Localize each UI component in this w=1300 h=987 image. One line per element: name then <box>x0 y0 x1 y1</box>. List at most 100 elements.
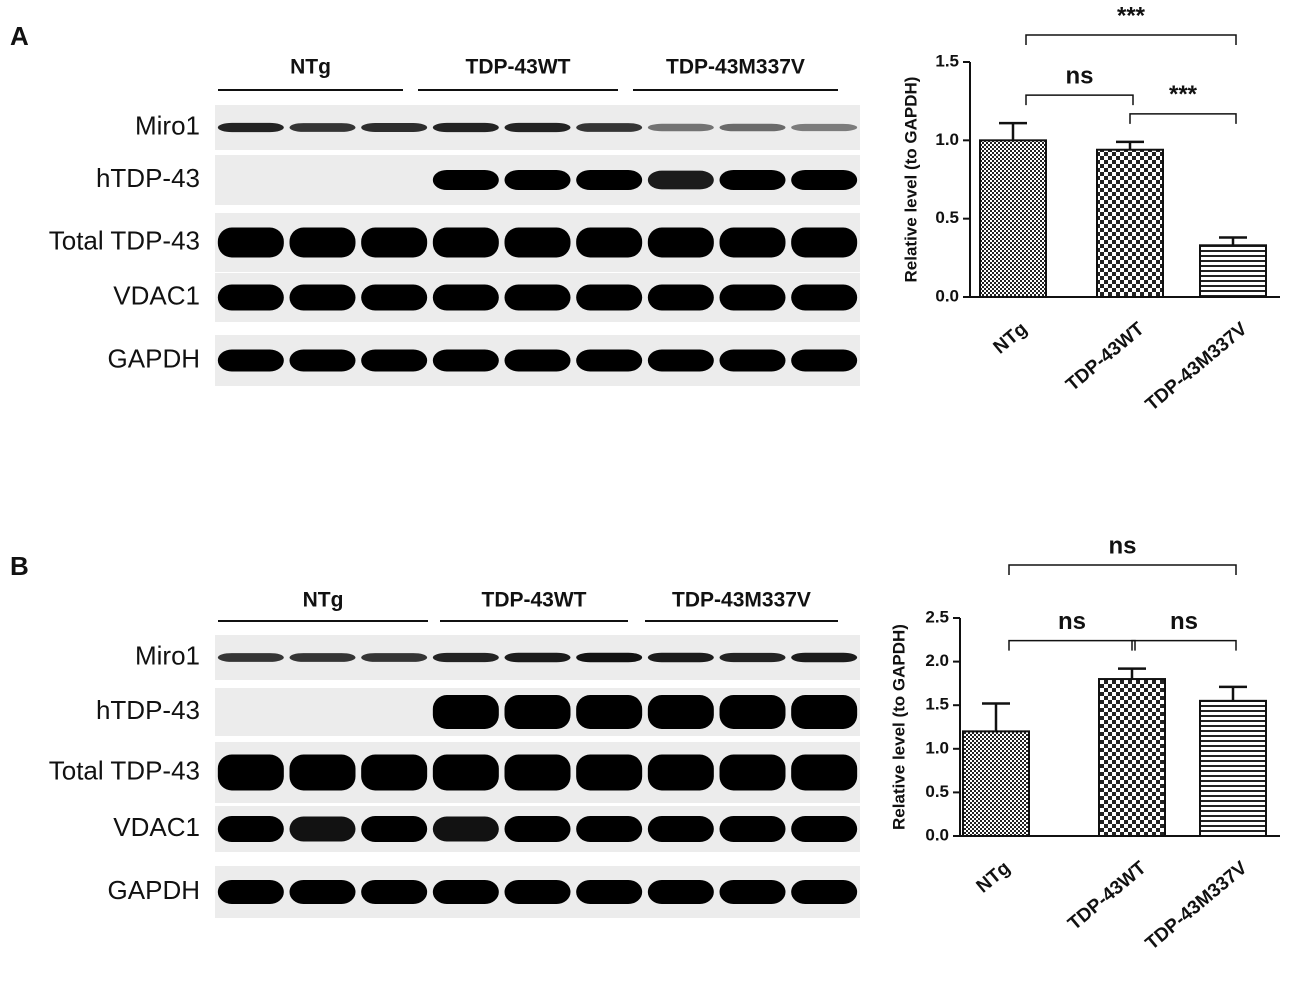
significance-label: *** <box>1169 81 1198 108</box>
blot-band <box>504 754 571 791</box>
blot-band <box>647 123 714 132</box>
y-tick-label: 0.5 <box>935 208 959 227</box>
error-bar <box>1219 236 1247 246</box>
bar <box>1098 678 1166 837</box>
blot-band <box>719 349 786 372</box>
blot-band <box>576 349 643 372</box>
blot-band <box>432 754 499 791</box>
panel-label: B <box>10 551 29 581</box>
blot-band <box>647 754 714 791</box>
group-label: TDP-43M337V <box>666 56 805 79</box>
blot-band <box>289 653 356 662</box>
blot-band <box>576 880 643 904</box>
blot-band <box>217 284 284 311</box>
significance-bracket <box>1025 34 1237 45</box>
blot-band <box>576 123 643 132</box>
blot-band <box>504 816 571 842</box>
blot-band <box>217 227 284 258</box>
group-label: TDP-43M337V <box>672 589 811 612</box>
significance-bracket <box>1008 564 1237 575</box>
blot-band <box>361 816 428 842</box>
blot-band <box>647 284 714 311</box>
y-tick-label: 1.5 <box>935 51 959 70</box>
blot-band <box>432 227 499 258</box>
blot-band <box>217 754 284 791</box>
blot-band <box>791 652 858 663</box>
blot-band <box>791 123 858 132</box>
blot-band <box>361 880 428 904</box>
blot-band <box>791 227 858 258</box>
x-tick-label: TDP-43WT <box>1062 318 1149 395</box>
blot-band <box>576 652 643 663</box>
y-tick-label: 2.5 <box>925 607 949 626</box>
error-bar <box>1219 685 1247 701</box>
blot-band <box>576 695 643 729</box>
group-label: TDP-43WT <box>482 589 587 612</box>
blot-band <box>719 754 786 791</box>
significance-label: ns <box>1058 608 1086 635</box>
blot-band <box>576 754 643 791</box>
significance-bracket <box>1025 94 1134 106</box>
blot-band <box>647 227 714 258</box>
blot-band <box>504 170 571 190</box>
y-axis-label: Relative level (to GAPDH) <box>889 624 908 830</box>
blot-band <box>791 880 858 904</box>
blot-band <box>217 349 284 372</box>
y-axis-label: Relative level (to GAPDH) <box>901 77 920 283</box>
blot-band <box>504 880 571 904</box>
significance-label: ns <box>1170 608 1198 635</box>
blot-band <box>719 816 786 842</box>
error-bar <box>1116 140 1144 150</box>
significance-label: ns <box>1108 532 1136 559</box>
error-bar <box>999 121 1027 141</box>
blot-band <box>647 695 714 729</box>
y-tick-label: 1.0 <box>935 130 959 149</box>
error-bar <box>982 702 1010 732</box>
blot-band <box>719 123 786 132</box>
group-label: TDP-43WT <box>466 56 571 79</box>
blot-band <box>719 227 786 258</box>
bar <box>1096 148 1164 298</box>
blot-band <box>647 349 714 372</box>
blot-band <box>432 695 499 729</box>
x-tick-label: TDP-43M337V <box>1142 857 1252 954</box>
blot-band <box>361 227 428 258</box>
significance-bracket <box>1131 639 1237 651</box>
blot-band <box>432 349 499 372</box>
group-label: NTg <box>290 56 331 79</box>
blot-band <box>791 349 858 372</box>
row-label: VDAC1 <box>113 812 200 842</box>
blot-band <box>361 754 428 791</box>
blot-band <box>576 170 643 190</box>
blot-band <box>217 122 284 133</box>
x-tick-label: TDP-43WT <box>1064 857 1151 934</box>
blot-band <box>504 349 571 372</box>
significance-bracket <box>1008 639 1136 651</box>
blot-band <box>289 816 356 842</box>
blot-band <box>791 754 858 791</box>
blot-band <box>289 880 356 904</box>
blot-band <box>289 123 356 132</box>
row-label: Miro1 <box>135 110 200 140</box>
blot-band <box>576 284 643 311</box>
blot-band <box>432 880 499 904</box>
error-bar <box>1118 667 1146 680</box>
blot-band <box>647 652 714 663</box>
blot-band <box>432 284 499 311</box>
blot-band <box>432 122 499 133</box>
blot-band <box>432 170 499 190</box>
y-tick-label: 0.0 <box>935 286 959 305</box>
panel-label: A <box>10 21 29 51</box>
blot-band <box>719 695 786 729</box>
bar <box>962 730 1030 837</box>
blot-band <box>791 170 858 190</box>
blot-band <box>504 695 571 729</box>
blot-band <box>289 349 356 372</box>
blot-band <box>576 816 643 842</box>
blot-band <box>432 652 499 663</box>
row-label: Miro1 <box>135 640 200 670</box>
blot-band <box>791 284 858 311</box>
row-label: VDAC1 <box>113 280 200 310</box>
blot-band <box>361 284 428 311</box>
row-label: GAPDH <box>108 343 200 373</box>
